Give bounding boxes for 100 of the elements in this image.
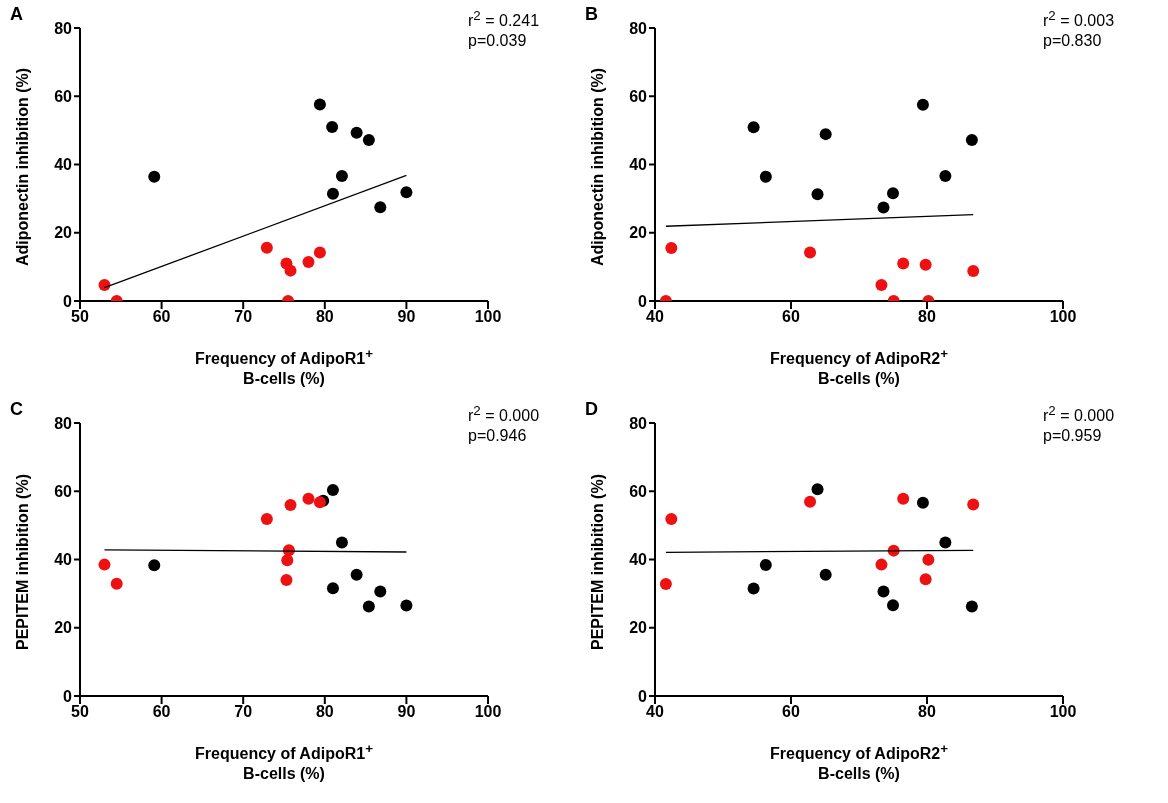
point — [110, 577, 123, 590]
y-axis-title: Adiponectin inhibition (%) — [589, 67, 607, 267]
point — [335, 536, 348, 549]
x-tick-label: 70 — [234, 703, 253, 721]
point — [260, 241, 273, 254]
text: Frequency of AdipoR2$^{+}$ B-cells (%) — [770, 741, 948, 783]
x-tick-label: 60 — [152, 308, 171, 326]
point — [747, 582, 760, 595]
point — [804, 246, 817, 259]
point — [877, 585, 890, 598]
point — [335, 170, 348, 183]
point — [400, 599, 413, 612]
point — [350, 568, 363, 581]
y-tick-label: 0 — [638, 687, 648, 705]
x-tick-label: 70 — [234, 308, 253, 326]
point — [284, 498, 297, 511]
y-tick-label: 20 — [54, 619, 73, 637]
point — [877, 201, 890, 214]
x-tick-label: 80 — [918, 308, 936, 326]
y-tick-label: 80 — [629, 19, 648, 37]
y-tick-label: 20 — [54, 224, 73, 242]
point — [362, 133, 375, 146]
point — [659, 578, 672, 591]
y-tick-label: 40 — [54, 551, 73, 569]
point — [374, 201, 387, 214]
annotation: r$^{2}$ = 0.000 — [468, 402, 540, 427]
y-tick-label: 0 — [63, 687, 73, 705]
x-tick-label: 60 — [782, 308, 800, 326]
point — [939, 170, 952, 183]
point — [939, 536, 952, 549]
point — [326, 483, 339, 496]
point — [326, 187, 339, 200]
point — [919, 573, 932, 586]
point — [897, 492, 910, 505]
point — [260, 512, 273, 525]
point — [759, 558, 772, 571]
y-tick-label: 40 — [54, 156, 73, 174]
point — [875, 558, 888, 571]
x-tick-label: 90 — [397, 308, 416, 326]
x-tick-label: 50 — [71, 308, 89, 326]
point — [313, 246, 326, 259]
point — [326, 120, 339, 133]
point — [887, 187, 899, 200]
x-tick-label: 90 — [397, 703, 416, 721]
y-tick-label: 60 — [54, 482, 73, 500]
x-tick-label: 100 — [1049, 703, 1077, 721]
point — [302, 492, 315, 505]
text: Frequency of AdipoR2$^{+}$ B-cells (%) — [770, 346, 948, 388]
point — [819, 568, 832, 581]
point — [922, 553, 935, 566]
x-tick-label: 60 — [152, 703, 171, 721]
point — [875, 278, 888, 291]
annotation: r$^{2}$ = 0.241 — [468, 7, 540, 32]
y-tick-label: 80 — [54, 414, 73, 432]
y-tick-label: 80 — [54, 19, 73, 37]
point — [665, 242, 678, 255]
point — [302, 256, 315, 269]
y-axis-title: PEPITEM inhibition (%) — [14, 474, 32, 650]
point — [98, 558, 111, 571]
point — [362, 600, 375, 613]
point — [965, 600, 978, 613]
point — [313, 496, 326, 509]
y-tick-label: 0 — [638, 292, 648, 310]
chart-title: A — [10, 4, 23, 25]
text: Frequency of AdipoR1$^{+}$ B-cells (%) — [195, 346, 373, 388]
point — [967, 498, 980, 511]
x-tick-label: 80 — [315, 703, 334, 721]
chart-title: D — [585, 399, 598, 420]
point — [281, 554, 294, 567]
y-tick-label: 40 — [629, 551, 648, 569]
point — [374, 585, 387, 598]
point — [804, 495, 817, 508]
chart-title: B — [585, 4, 598, 25]
x-tick-label: 80 — [918, 703, 936, 721]
point — [665, 512, 678, 525]
point — [313, 98, 326, 111]
point — [148, 559, 161, 572]
annotation: p=0.039 — [468, 31, 528, 52]
point — [919, 258, 932, 271]
annotation: r$^{2}$ = 0.003 — [1043, 7, 1115, 32]
annotation: p=0.946 — [468, 426, 528, 447]
point — [897, 257, 910, 270]
point — [326, 582, 339, 595]
x-tick-label: 100 — [1049, 308, 1077, 326]
x-tick-label: 50 — [71, 703, 89, 721]
point — [965, 133, 978, 146]
point — [819, 128, 832, 141]
chart-title: C — [10, 399, 23, 420]
point — [284, 264, 297, 277]
x-tick-label: 100 — [474, 308, 502, 326]
y-tick-label: 20 — [629, 224, 648, 242]
annotation: r$^{2}$ = 0.000 — [1043, 402, 1115, 427]
y-axis-title: Adiponectin inhibition (%) — [14, 67, 32, 267]
y-tick-label: 60 — [629, 87, 648, 105]
annotation: p=0.830 — [1043, 31, 1103, 52]
y-tick-label: 40 — [629, 156, 648, 174]
x-tick-label: 60 — [782, 703, 800, 721]
point — [400, 186, 413, 199]
point — [916, 496, 929, 509]
point — [811, 483, 824, 496]
